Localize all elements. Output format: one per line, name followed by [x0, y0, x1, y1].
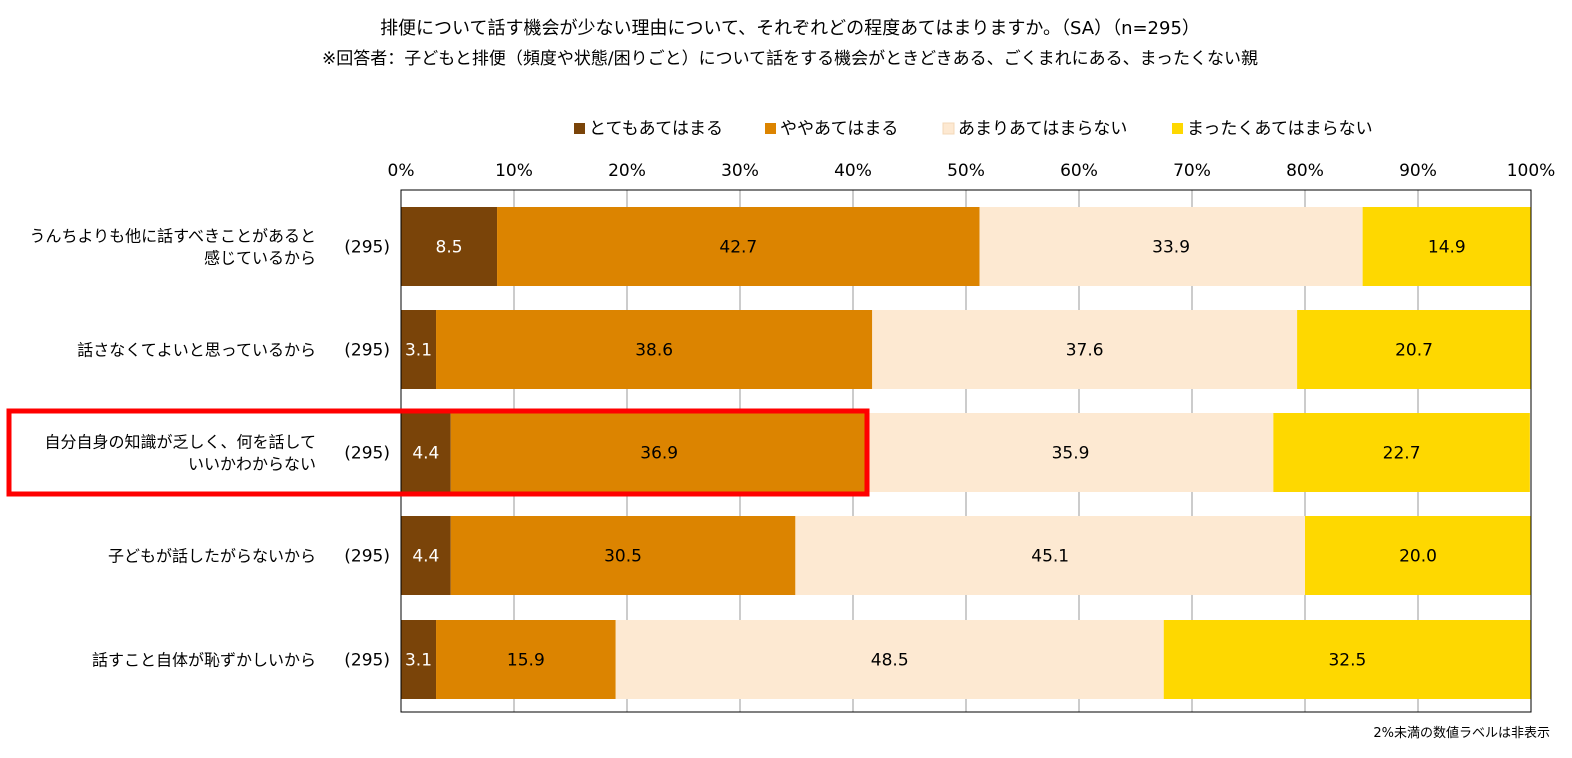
- data-label: 30.5: [604, 547, 642, 567]
- chart-title: 排便について話す機会が少ない理由について、それぞれどの程度あてはまりますか。（S…: [380, 18, 1200, 39]
- legend-label: あまりあてはまらない: [958, 119, 1127, 139]
- data-label: 4.4: [412, 547, 439, 567]
- bar-segment: [436, 310, 873, 389]
- bar-segment: [1305, 516, 1531, 595]
- bar-segment: [1297, 310, 1531, 389]
- category-label: うんちよりも他に話すべきことがあると: [29, 227, 316, 246]
- x-tick-label: 20%: [608, 161, 646, 181]
- data-label: 20.0: [1399, 547, 1437, 567]
- bar-segment: [979, 207, 1363, 286]
- data-label: 14.9: [1428, 238, 1466, 258]
- bars: [401, 207, 1531, 699]
- category-label: 感じているから: [204, 249, 316, 268]
- bar-segment: [795, 516, 1305, 595]
- category-label: いいかわからない: [188, 455, 316, 474]
- data-label: 38.6: [635, 341, 673, 361]
- legend-label: ややあてはまる: [780, 119, 898, 139]
- n-label: (295): [344, 444, 390, 464]
- data-label: 8.5: [436, 238, 463, 258]
- data-label: 35.9: [1052, 444, 1090, 464]
- x-tick-label: 90%: [1399, 161, 1437, 181]
- bar-segment: [401, 413, 451, 492]
- bar-segment: [1362, 207, 1531, 286]
- bar-segment: [1163, 620, 1531, 699]
- data-label: 20.7: [1395, 341, 1433, 361]
- n-labels: (295) (295) (295) (295) (295): [344, 238, 390, 671]
- bar-segment: [867, 413, 1274, 492]
- data-label: 3.1: [405, 651, 432, 671]
- legend-label: まったくあてはまらない: [1187, 119, 1373, 139]
- category-label: 話すこと自体が恥ずかしいから: [92, 651, 316, 670]
- x-tick-label: 30%: [721, 161, 759, 181]
- bar-segment: [450, 516, 796, 595]
- data-label: 15.9: [507, 651, 545, 671]
- bar-segment: [436, 620, 616, 699]
- data-label: 32.5: [1328, 651, 1366, 671]
- bar-segment: [401, 516, 451, 595]
- plot-frame: [400, 189, 1532, 713]
- n-label: (295): [344, 547, 390, 567]
- category-label: 話さなくてよいと思っているから: [77, 341, 316, 360]
- bar-segment: [401, 310, 437, 389]
- x-tick-label: 10%: [495, 161, 533, 181]
- n-label: (295): [344, 238, 390, 258]
- data-label: 37.6: [1066, 341, 1104, 361]
- data-label: 45.1: [1031, 547, 1069, 567]
- data-label: 4.4: [412, 444, 439, 464]
- data-label: 42.7: [719, 238, 757, 258]
- x-axis-ticks: 0% 10% 20% 30% 40% 50% 60% 70% 80% 90% 100%: [388, 161, 1556, 181]
- category-label: 子どもが話したがらないから: [108, 547, 316, 566]
- bar-segment: [1273, 413, 1530, 492]
- data-label: 33.9: [1152, 238, 1190, 258]
- x-tick-label: 0%: [388, 161, 415, 181]
- bar-segment: [872, 310, 1298, 389]
- data-label: 36.9: [640, 444, 678, 464]
- legend-swatch: [765, 123, 776, 134]
- chart-subtitle: ※回答者：子どもと排便（頻度や状態/困りごと）について話をする機会がときどきある…: [322, 49, 1258, 69]
- n-label: (295): [344, 341, 390, 361]
- bar-segment: [497, 207, 980, 286]
- x-tick-label: 100%: [1507, 161, 1556, 181]
- bar-segment: [401, 620, 437, 699]
- data-label: 3.1: [405, 341, 432, 361]
- bar-segment: [615, 620, 1164, 699]
- highlight-box: [6, 408, 870, 497]
- legend-swatch: [1172, 123, 1183, 134]
- bar-segment: [401, 207, 498, 286]
- chart-note: 2%未満の数値ラベルは非表示: [1373, 726, 1550, 741]
- data-label: 48.5: [871, 651, 909, 671]
- legend: とてもあてはまる ややあてはまる あまりあてはまらない まったくあてはまらない: [574, 119, 1373, 139]
- data-labels: 8.5 42.7 33.9 14.9 3.1 38.6 37.6 20.7 4.4 36.9 35.…: [405, 238, 1466, 671]
- category-label: 自分自身の知識が乏しく、何を話して: [44, 433, 316, 452]
- x-tick-label: 50%: [947, 161, 985, 181]
- x-tick-label: 60%: [1060, 161, 1098, 181]
- bar-segment: [450, 413, 868, 492]
- n-label: (295): [344, 651, 390, 671]
- legend-swatch: [574, 123, 585, 134]
- legend-swatch: [942, 122, 955, 135]
- category-labels: うんちよりも他に話すべきことがあると感じているから話さなくてよいと思っているから…: [29, 227, 316, 670]
- legend-label: とてもあてはまる: [589, 119, 723, 139]
- data-label: 22.7: [1383, 444, 1421, 464]
- x-tick-label: 70%: [1173, 161, 1211, 181]
- x-tick-label: 40%: [834, 161, 872, 181]
- x-tick-label: 80%: [1286, 161, 1324, 181]
